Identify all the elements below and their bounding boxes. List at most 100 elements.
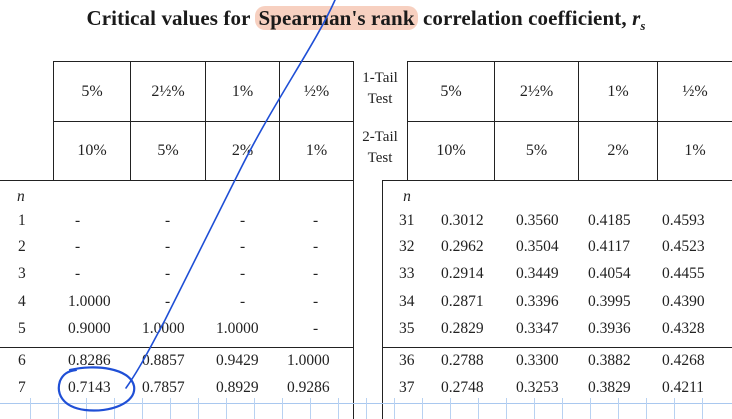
row-n: 6 <box>18 352 26 369</box>
right-two-tail-header-3: 2% <box>579 122 658 180</box>
row-value: - <box>240 212 246 229</box>
right-one-tail-header-4: ½% <box>682 82 708 100</box>
row-value: - <box>165 293 171 310</box>
grid-tick <box>646 398 647 419</box>
left-data-box <box>0 180 354 419</box>
row-n: 7 <box>18 379 26 396</box>
row-value: - <box>75 212 81 229</box>
row-n: 1 <box>18 212 26 229</box>
row-value: 0.3936 <box>588 320 631 337</box>
row-value: - <box>313 265 319 282</box>
row-value: 1.0000 <box>142 320 185 337</box>
left-two-tail-header-4: 1% <box>305 142 328 159</box>
right-one-tail-header-3: 1% <box>579 62 658 121</box>
row-value: 0.4390 <box>662 293 705 310</box>
right-data-box <box>382 180 732 419</box>
one-tail-test-label: 1-Tail Test <box>362 70 398 107</box>
row-n: 32 <box>399 238 415 255</box>
row-n: 37 <box>399 379 415 396</box>
row-value: 0.2829 <box>441 320 484 337</box>
grid-tick <box>618 398 619 419</box>
grid-tick <box>394 398 395 419</box>
left-data-divider <box>0 347 354 348</box>
row-value: 0.4185 <box>588 212 631 229</box>
grid-tick <box>478 398 479 419</box>
row-value: 1.0000 <box>68 293 111 310</box>
row-value: 0.2962 <box>441 238 484 255</box>
grid-tick <box>562 398 563 419</box>
row-value: 0.7143 <box>68 379 111 396</box>
grid-tick <box>506 398 507 419</box>
row-value: 0.4268 <box>662 352 705 369</box>
row-value: 1.0000 <box>287 352 330 369</box>
row-value: 1.0000 <box>216 320 259 337</box>
row-value: - <box>165 238 171 255</box>
row-n: 4 <box>18 293 26 310</box>
grid-tick <box>198 398 199 419</box>
row-value: - <box>75 238 81 255</box>
row-value: 0.4117 <box>588 238 631 255</box>
row-value: 0.2748 <box>441 379 484 396</box>
row-n: 3 <box>18 265 26 282</box>
row-value: - <box>313 238 319 255</box>
row-value: 0.4211 <box>662 379 705 396</box>
row-value: 0.7857 <box>142 379 185 396</box>
row-value: - <box>313 320 319 337</box>
grid-tick <box>534 398 535 419</box>
row-value: 0.3300 <box>516 352 559 369</box>
row-value: 0.3253 <box>516 379 559 396</box>
row-value: 0.8857 <box>142 352 185 369</box>
grid-tick <box>254 398 255 419</box>
row-value: 0.4523 <box>662 238 705 255</box>
row-value: - <box>313 212 319 229</box>
grid-tick <box>450 398 451 419</box>
title-variable: r <box>632 6 641 30</box>
row-value: 0.4054 <box>588 265 631 282</box>
left-two-tail-header-2: 5% <box>131 122 206 180</box>
row-value: 0.3396 <box>516 293 559 310</box>
row-value: 0.3347 <box>516 320 559 337</box>
grid-tick <box>422 398 423 419</box>
annotation-circle <box>57 366 136 412</box>
row-value: 0.4593 <box>662 212 705 229</box>
left-two-tail-header-1: 10% <box>54 122 131 180</box>
row-value: 0.3995 <box>588 293 631 310</box>
row-value: - <box>240 293 246 310</box>
row-value: 0.8929 <box>216 379 259 396</box>
right-data-divider <box>382 347 732 348</box>
row-value: 0.3504 <box>516 238 559 255</box>
row-value: 0.3560 <box>516 212 559 229</box>
row-value: 0.9286 <box>287 379 330 396</box>
row-value: - <box>165 212 171 229</box>
row-value: - <box>240 265 246 282</box>
row-value: 0.2914 <box>441 265 484 282</box>
left-one-tail-header-2: 2½% <box>131 62 206 121</box>
grid-tick <box>226 398 227 419</box>
right-two-tail-header-2: 5% <box>495 122 579 180</box>
grid-tick <box>590 398 591 419</box>
row-value: 0.2788 <box>441 352 484 369</box>
grid-tick <box>30 398 31 419</box>
grid-tick <box>142 398 143 419</box>
right-one-tail-header-1: 5% <box>408 62 495 121</box>
row-value: 0.9000 <box>68 320 111 337</box>
right-header-table: 5% 2½% 1% ½% 10% 5% 2% 1% <box>407 61 732 181</box>
row-n: 36 <box>399 352 415 369</box>
title-highlight: Spearman's rank <box>255 6 418 30</box>
title-prefix: Critical values for <box>86 6 256 30</box>
right-one-tail-header-2: 2½% <box>495 62 579 121</box>
row-n: 34 <box>399 293 415 310</box>
grid-tick <box>86 398 87 419</box>
row-n: 2 <box>18 238 26 255</box>
row-value: 0.8286 <box>68 352 111 369</box>
row-value: - <box>165 265 171 282</box>
row-value: - <box>313 293 319 310</box>
row-n: 35 <box>399 320 415 337</box>
left-one-tail-header-4: ½% <box>303 82 330 100</box>
row-value: 0.3449 <box>516 265 559 282</box>
row-n: 33 <box>399 265 415 282</box>
left-one-tail-header-1: 5% <box>54 62 131 121</box>
right-two-tail-header-4: 1% <box>684 142 706 159</box>
row-value: 0.4455 <box>662 265 705 282</box>
